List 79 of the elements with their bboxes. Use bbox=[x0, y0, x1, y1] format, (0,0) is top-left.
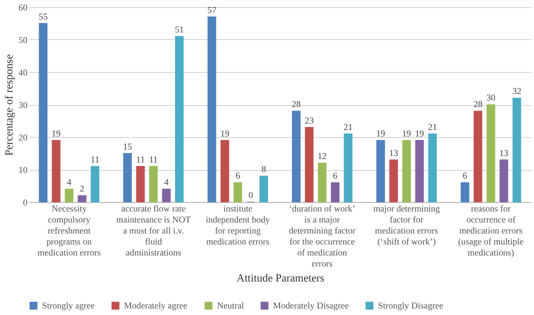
x-axis-title: Attitude Parameters bbox=[236, 272, 324, 284]
data-label: 6 bbox=[236, 170, 241, 180]
data-label: 57 bbox=[207, 4, 217, 15]
data-label: 32 bbox=[512, 86, 522, 96]
bar bbox=[500, 159, 508, 202]
data-label: 19 bbox=[402, 128, 412, 138]
bar bbox=[292, 110, 301, 202]
bar bbox=[318, 162, 326, 202]
bar bbox=[220, 140, 230, 202]
bar bbox=[64, 188, 74, 202]
x-tick-label: ‘duration of work’ is a major determining factor for the occurrence of medication errors bbox=[288, 204, 356, 268]
data-label: 4 bbox=[66, 177, 72, 187]
data-label: 2 bbox=[80, 184, 84, 194]
bar bbox=[415, 140, 424, 202]
data-label: 55 bbox=[38, 11, 48, 22]
bar bbox=[460, 182, 470, 202]
x-tick-label: reasons for occurrence of medication errors (usage of multiple medications) bbox=[458, 204, 524, 258]
bar bbox=[149, 166, 158, 202]
bar bbox=[123, 152, 132, 202]
x-tick-label: major determining factor for medication errors (‘shift of work’) bbox=[373, 204, 440, 246]
data-label: 19 bbox=[52, 128, 62, 138]
y-tick-label: 20 bbox=[18, 132, 28, 142]
legend-label: Strongly Disagree bbox=[378, 300, 444, 311]
bar bbox=[474, 110, 482, 202]
data-label: 13 bbox=[499, 148, 509, 158]
bar bbox=[389, 159, 398, 202]
data-label: 6 bbox=[462, 170, 468, 180]
data-label: 8 bbox=[262, 164, 266, 174]
data-label: 30 bbox=[486, 92, 496, 102]
bar bbox=[162, 188, 171, 202]
data-label: 11 bbox=[136, 154, 145, 164]
x-tick-label: accurate flow rate maintenance is NOT a must for all i.v. fluid administrations bbox=[116, 204, 192, 258]
data-label: 11 bbox=[149, 154, 158, 164]
data-label: 51 bbox=[174, 24, 184, 34]
bar bbox=[304, 126, 314, 202]
data-label: 13 bbox=[389, 148, 399, 158]
y-tick-label: 50 bbox=[18, 35, 28, 45]
bar bbox=[259, 176, 268, 202]
bar bbox=[512, 98, 522, 202]
legend-label: Moderately Disagree bbox=[273, 300, 349, 311]
data-label: 23 bbox=[304, 115, 314, 126]
x-tick-label: Necessity compulsory refreshment programs on medication errors bbox=[37, 204, 102, 258]
bar bbox=[234, 182, 242, 202]
bar bbox=[486, 104, 496, 202]
data-label: 19 bbox=[376, 128, 386, 138]
bar bbox=[344, 133, 352, 202]
bar bbox=[136, 166, 145, 202]
data-label: 19 bbox=[415, 128, 425, 138]
data-label: 21 bbox=[428, 122, 437, 132]
bar bbox=[402, 140, 411, 202]
data-label: 21 bbox=[344, 122, 353, 132]
bar bbox=[175, 36, 184, 202]
data-label: 28 bbox=[292, 99, 302, 109]
legend-label: Strongly agree bbox=[42, 300, 95, 311]
data-label: 6 bbox=[332, 170, 338, 180]
data-label: 4 bbox=[164, 177, 170, 187]
y-tick-label: 0 bbox=[23, 198, 28, 208]
bar bbox=[428, 133, 437, 202]
data-label: 28 bbox=[473, 99, 483, 109]
bar bbox=[208, 16, 216, 202]
legend-label: Neutral bbox=[217, 300, 244, 311]
bar bbox=[376, 140, 385, 202]
data-label: 19 bbox=[220, 128, 230, 138]
legend-label: Moderately agree bbox=[124, 300, 188, 311]
bar bbox=[90, 166, 100, 202]
bar bbox=[78, 195, 86, 202]
y-tick-label: 40 bbox=[18, 68, 28, 78]
x-tick-label: institute independent body for reporting medication errors bbox=[206, 204, 270, 246]
bar bbox=[330, 182, 340, 202]
bar bbox=[38, 22, 48, 202]
data-label: 11 bbox=[90, 154, 100, 164]
data-label: 0 bbox=[248, 190, 254, 200]
bar bbox=[52, 140, 60, 202]
data-label: 12 bbox=[318, 151, 327, 161]
y-tick-label: 30 bbox=[18, 100, 28, 110]
data-label: 15 bbox=[123, 141, 133, 152]
y-axis-title: Percentage of response bbox=[4, 54, 16, 156]
y-tick-label: 10 bbox=[18, 165, 28, 175]
y-tick-label: 60 bbox=[18, 2, 28, 12]
